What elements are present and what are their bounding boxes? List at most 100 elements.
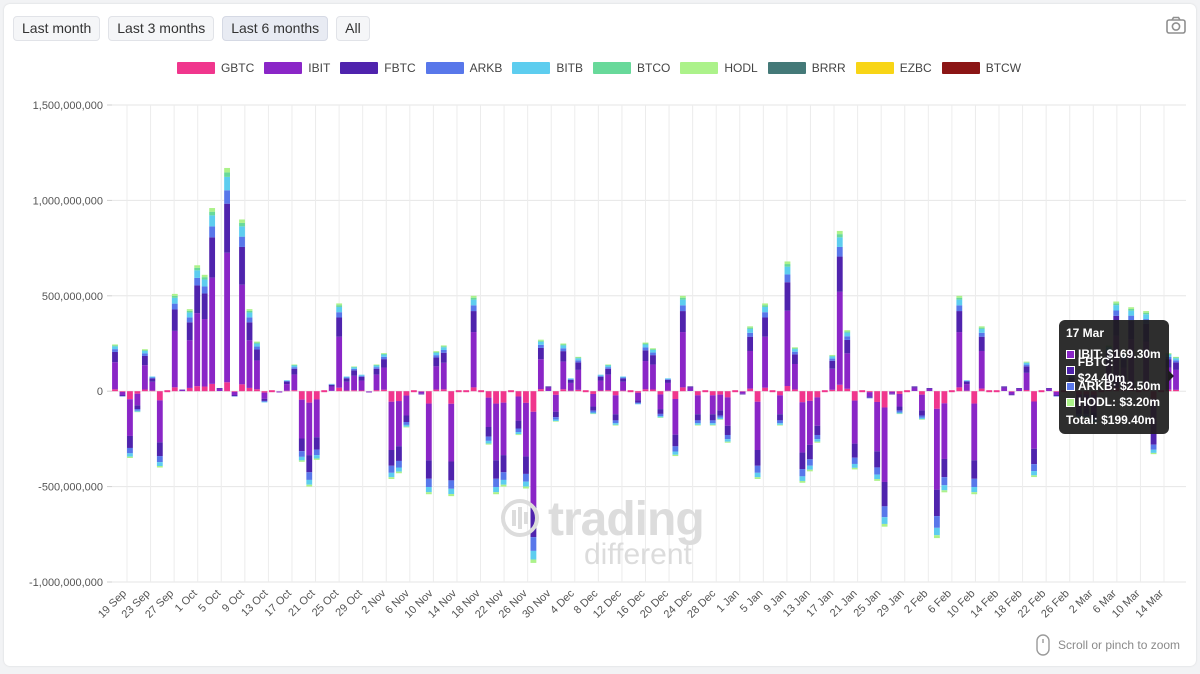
y-tick-label: -1,000,000,000 bbox=[29, 577, 103, 589]
bar-segment-bitb bbox=[373, 365, 380, 368]
bar-segment-arkb bbox=[1023, 364, 1030, 367]
bar-segment-hodl bbox=[814, 441, 821, 443]
bar-segment-gbtc bbox=[351, 390, 358, 392]
bar-segment-arkb bbox=[851, 457, 858, 464]
bar-segment-gbtc bbox=[358, 390, 365, 392]
bar-segment-hodl bbox=[373, 364, 380, 366]
range-last-3-months-button[interactable]: Last 3 months bbox=[108, 16, 215, 41]
bar-segment-bitb bbox=[851, 463, 858, 468]
bar-segment-hodl bbox=[403, 426, 410, 428]
bar-segment-ibit bbox=[762, 336, 768, 388]
bar-zero bbox=[455, 390, 462, 393]
bar-segment-gbtc bbox=[112, 389, 118, 392]
bar-segment-gbtc bbox=[440, 389, 447, 392]
x-tick-label: 2 Feb bbox=[902, 588, 930, 616]
bar-segment-btco bbox=[112, 345, 118, 347]
bar-segment-fbtc bbox=[881, 481, 888, 507]
bar-segment-fbtc bbox=[440, 352, 447, 363]
bar-segment-ibit bbox=[493, 403, 499, 461]
tooltip-row-label: ARKB: $2.50m bbox=[1078, 379, 1161, 393]
legend-item-ibit[interactable]: IBIT bbox=[264, 61, 332, 75]
bar-segment-ibit bbox=[298, 399, 305, 439]
bar-segment-gbtc bbox=[792, 389, 798, 392]
bar-segment-bitb bbox=[149, 376, 156, 378]
bar-segment-hodl bbox=[754, 477, 761, 479]
bar-segment-hodl bbox=[612, 424, 619, 426]
bar-segment-bitb bbox=[500, 479, 507, 485]
bar-segment-ibit bbox=[620, 381, 626, 391]
bar-segment-gbtc bbox=[605, 390, 612, 392]
bar-segment-fbtc bbox=[216, 387, 223, 389]
legend-item-btcw[interactable]: BTCW bbox=[941, 61, 1023, 75]
bar-segment-bitb bbox=[814, 439, 821, 442]
legend-item-brrr[interactable]: BRRR bbox=[767, 61, 848, 75]
bar-segment-ibit bbox=[874, 401, 881, 452]
bar-segment-ibit bbox=[829, 368, 836, 390]
bar-segment-hodl bbox=[575, 356, 582, 358]
bar-segment-arkb bbox=[440, 349, 447, 353]
bar-segment-hodl bbox=[493, 492, 499, 495]
camera-icon[interactable] bbox=[1166, 16, 1186, 34]
bar-segment-fbtc bbox=[552, 411, 559, 418]
bar-segment-gbtc bbox=[127, 391, 133, 400]
bar-segment-ibit bbox=[224, 252, 230, 383]
bar-segment-arkb bbox=[433, 355, 440, 358]
bar-segment-ibit bbox=[814, 397, 821, 426]
legend-item-fbtc[interactable]: FBTC bbox=[340, 61, 417, 75]
bar-segment-gbtc bbox=[694, 391, 701, 396]
bar-segment-bitb bbox=[1173, 358, 1179, 361]
bar-segment-fbtc bbox=[747, 336, 754, 351]
x-tick-label: 5 Oct bbox=[196, 588, 223, 615]
bar-segment-bitb bbox=[605, 365, 612, 368]
legend-item-ezbc[interactable]: EZBC bbox=[855, 61, 934, 75]
bar-segment-fbtc bbox=[306, 455, 313, 473]
bar-segment-btco bbox=[254, 342, 260, 344]
bar-segment-ibit bbox=[1001, 387, 1008, 391]
bar-segment-fbtc bbox=[1031, 448, 1037, 465]
bar-segment-gbtc bbox=[620, 390, 626, 392]
bar-segment-fbtc bbox=[246, 322, 253, 341]
legend-swatch bbox=[264, 62, 303, 74]
bar-segment-gbtc bbox=[485, 391, 492, 398]
bar-segment-arkb bbox=[597, 375, 604, 377]
bar-segment-fbtc bbox=[829, 360, 836, 369]
bar-segment-arkb bbox=[560, 348, 567, 352]
bar-segment-fbtc bbox=[403, 415, 410, 423]
legend-label: FBTC bbox=[384, 61, 416, 75]
legend-swatch bbox=[340, 62, 379, 74]
bar-segment-fbtc bbox=[590, 406, 597, 411]
bar-segment-hodl bbox=[388, 477, 395, 479]
tooltip-row-label: IBIT: $169.30m bbox=[1078, 347, 1161, 361]
range-all-button[interactable]: All bbox=[336, 16, 370, 41]
bar-segment-fbtc bbox=[425, 460, 432, 479]
bar-segment-gbtc bbox=[396, 391, 402, 402]
bar-segment-bitb bbox=[919, 417, 925, 420]
bar-segment-hodl bbox=[1173, 356, 1179, 358]
bar-segment-gbtc bbox=[784, 386, 791, 392]
bar-segment-arkb bbox=[612, 420, 619, 424]
legend-item-gbtc[interactable]: GBTC bbox=[176, 61, 256, 75]
bar-segment-arkb bbox=[978, 332, 985, 337]
legend-item-hodl[interactable]: HODL bbox=[680, 61, 759, 75]
legend-item-btco[interactable]: BTCO bbox=[593, 61, 672, 75]
range-last-6-months-button[interactable]: Last 6 months bbox=[222, 16, 329, 41]
range-last-month-button[interactable]: Last month bbox=[13, 16, 101, 41]
y-tick-label: 1,000,000,000 bbox=[33, 195, 103, 207]
bar-segment-ibit bbox=[515, 396, 522, 421]
legend-item-arkb[interactable]: ARKB bbox=[425, 61, 505, 75]
bar-segment-gbtc bbox=[597, 390, 604, 392]
bar-segment-ibit bbox=[1023, 372, 1030, 391]
bar-segment-fbtc bbox=[1008, 394, 1015, 396]
bar-segment-hodl bbox=[537, 339, 544, 341]
bar-segment-btco bbox=[1113, 303, 1120, 306]
legend-item-bitb[interactable]: BITB bbox=[512, 61, 585, 75]
bar-segment-fbtc bbox=[254, 349, 260, 361]
bar-segment-ibit bbox=[366, 391, 372, 393]
bar-segment-gbtc bbox=[403, 391, 410, 396]
bar-segment-gbtc bbox=[388, 391, 395, 402]
bar-segment-fbtc bbox=[777, 414, 783, 421]
bar-segment-arkb bbox=[1128, 315, 1135, 321]
bar-segment-hodl bbox=[448, 494, 455, 497]
bar-segment-arkb bbox=[254, 346, 260, 350]
